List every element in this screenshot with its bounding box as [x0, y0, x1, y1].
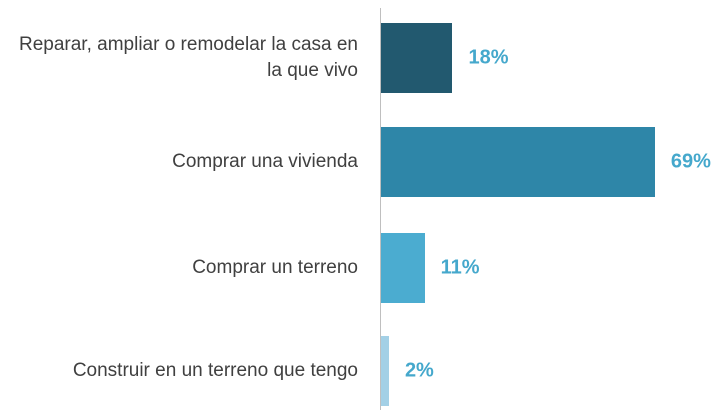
category-label: Comprar una vivienda	[172, 151, 358, 172]
category-label: Comprar un terreno	[192, 257, 358, 278]
category-label: Construir en un terreno que tengo	[72, 360, 358, 381]
value-label: 2%	[404, 359, 434, 382]
category-axis	[380, 8, 381, 410]
bar	[381, 233, 425, 303]
category-label: Reparar, ampliar o remodelar la casa en …	[18, 34, 358, 81]
value-label: 18%	[468, 46, 509, 69]
value-label: 11%	[440, 256, 480, 279]
value-label: 69%	[670, 150, 711, 173]
bar	[381, 23, 453, 93]
bar	[381, 127, 655, 197]
bar	[381, 336, 389, 406]
